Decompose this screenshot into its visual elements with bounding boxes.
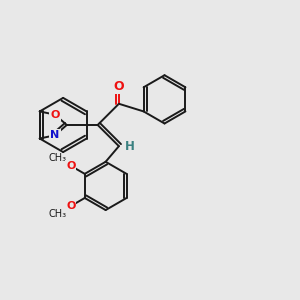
Text: CH₃: CH₃ [48, 209, 67, 219]
Text: CH₃: CH₃ [48, 153, 67, 163]
Text: O: O [66, 161, 75, 171]
Text: O: O [50, 110, 60, 120]
Text: H: H [125, 140, 135, 153]
Text: O: O [114, 80, 124, 93]
Text: N: N [50, 130, 60, 140]
Text: O: O [66, 201, 75, 211]
